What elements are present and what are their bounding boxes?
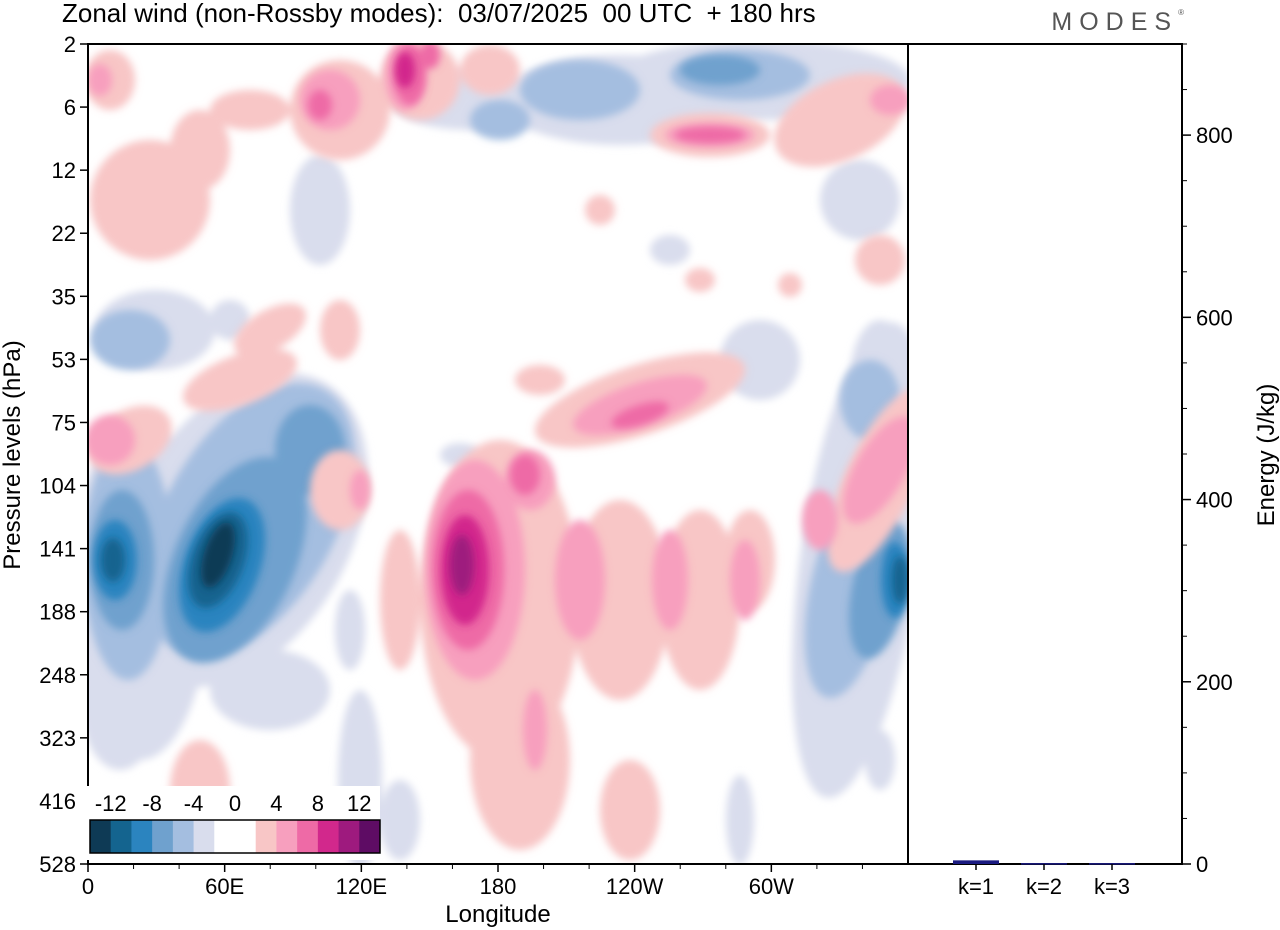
y-axis-label: Pressure levels (hPa): [0, 340, 26, 569]
colorbar-label: -8: [142, 791, 162, 816]
colorbar-label: 8: [312, 791, 324, 816]
colorbar-swatch: [317, 820, 340, 853]
colorbar-swatch: [90, 820, 112, 853]
x-axis-label: Longitude: [445, 901, 550, 928]
heatmap: [87, 43, 909, 865]
y-tick-label: 22: [52, 221, 76, 246]
y-tick-label: 75: [52, 410, 76, 435]
energy-tick-label: 200: [1196, 670, 1233, 695]
x-tick-label: 60W: [749, 874, 794, 899]
x-tick-label: 180: [480, 874, 517, 899]
x-tick-label: 120W: [606, 874, 664, 899]
registered-mark: ®: [1178, 8, 1184, 17]
peak-westerly-region: [450, 535, 474, 595]
colorbar-swatch: [359, 820, 381, 853]
y-tick-label: 53: [52, 347, 76, 372]
energy-category-label: k=2: [1026, 874, 1062, 899]
colorbar-swatch: [193, 820, 215, 853]
x-tick-label: 120E: [336, 874, 387, 899]
energy-bars: k=1 k=2 k=3: [953, 860, 1135, 899]
y-tick-label: 528: [39, 852, 76, 877]
colorbar-swatch: [110, 820, 132, 853]
energy-category-label: k=3: [1094, 874, 1130, 899]
energy-bar: [1089, 863, 1135, 865]
x-tick-label: 60E: [205, 874, 244, 899]
y-tick-label: 12: [52, 158, 76, 183]
modes-logo: MODES®: [1051, 8, 1184, 37]
logo-text: MODES: [1051, 8, 1179, 36]
y-tick-label: 416: [39, 789, 76, 814]
colorbar-swatch: [214, 820, 236, 853]
y-axis: 2 6 12 22 35 53 75 104 141 188 248 323 416 528: [39, 32, 88, 877]
y-tick-label: 104: [39, 474, 76, 499]
colorbar-label: 12: [347, 791, 371, 816]
colorbar-swatch: [235, 820, 257, 853]
energy-tick-label: 400: [1196, 488, 1233, 513]
colorbar-swatch: [255, 820, 277, 853]
energy-tick-label: 0: [1196, 852, 1208, 877]
x-axis: 0 60E 120E 180 120W 60W: [82, 864, 863, 899]
y-tick-label: 35: [52, 284, 76, 309]
colorbar-label: 4: [270, 791, 282, 816]
chart-title: Zonal wind (non-Rossby modes): 03/07/202…: [62, 0, 816, 28]
y-tick-label: 2: [64, 32, 76, 57]
colorbar: -12 -8 -4 0 4 8 12: [80, 786, 381, 860]
y-tick-label: 188: [39, 600, 76, 625]
colorbar-swatch: [152, 820, 174, 853]
energy-axis: 0 200 400 600 800: [1182, 43, 1233, 877]
energy-panel: 0 200 400 600 800 k=1 k=2 k=3: [907, 43, 1233, 899]
x-tick-label: 0: [82, 874, 94, 899]
y-tick-label: 6: [64, 95, 76, 120]
colorbar-swatch: [338, 820, 360, 853]
colorbar-swatch: [276, 820, 298, 853]
colorbar-label: -12: [95, 791, 127, 816]
energy-tick-label: 600: [1196, 305, 1233, 330]
energy-bar: [1021, 863, 1067, 865]
energy-category-label: k=1: [958, 874, 994, 899]
y-tick-label: 141: [39, 537, 76, 562]
y-tick-label: 248: [39, 663, 76, 688]
colorbar-swatches: [90, 820, 381, 853]
colorbar-labels: -12 -8 -4 0 4 8 12: [95, 791, 372, 816]
energy-axis-label: Energy (J/kg): [1253, 384, 1280, 527]
energy-frame: [907, 43, 1183, 865]
colorbar-label: -4: [184, 791, 204, 816]
colorbar-label: 0: [229, 791, 241, 816]
colorbar-swatch: [172, 820, 195, 853]
peak-easterly-region: [201, 522, 235, 588]
colorbar-swatch: [297, 820, 319, 853]
colorbar-frame: [89, 819, 381, 854]
y-tick-label: 323: [39, 726, 76, 751]
energy-bar: [953, 860, 999, 864]
colorbar-swatch: [131, 820, 153, 853]
energy-tick-label: 800: [1196, 123, 1233, 148]
